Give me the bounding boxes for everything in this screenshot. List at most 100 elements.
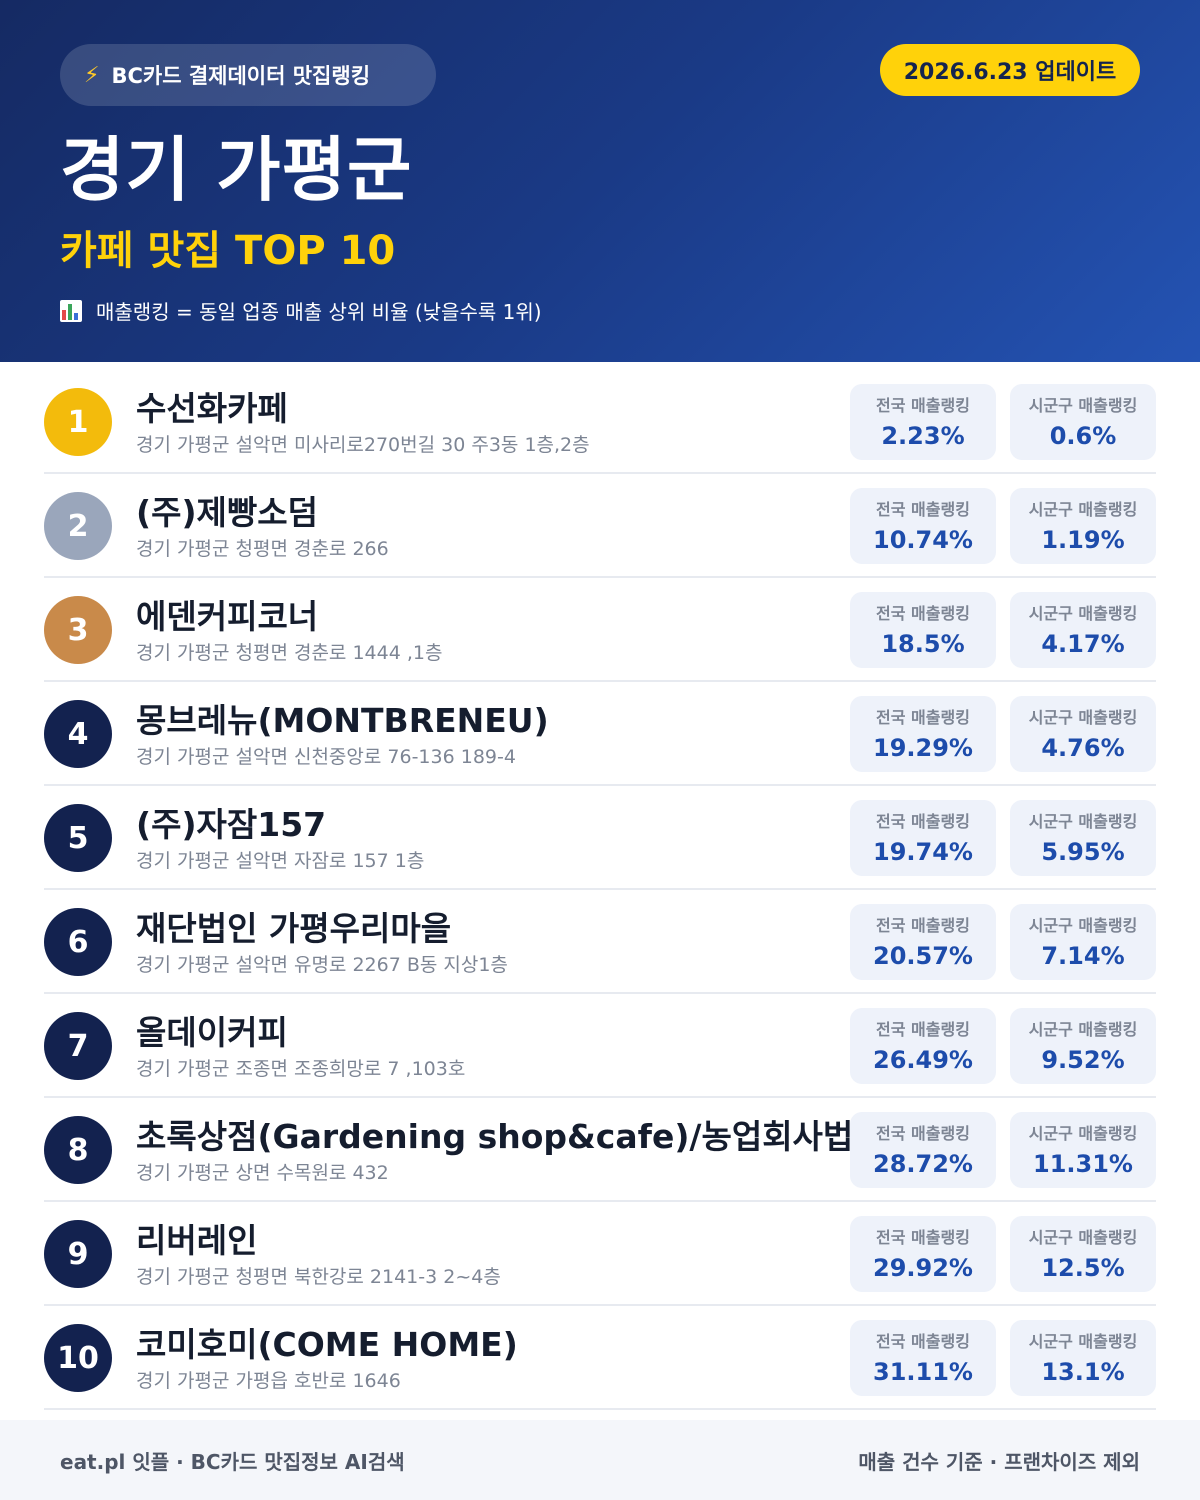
restaurant-address: 경기 가평군 조종면 조종희망로 7 ,103호 — [136, 1058, 466, 1080]
national-ranking-value: 29.92% — [873, 1254, 973, 1282]
restaurant-name: (주)제빵소덤 — [136, 493, 318, 532]
list-item[interactable]: 1 수선화카페 경기 가평군 설악면 미사리로270번길 30 주3동 1층,2층 전… — [44, 370, 1156, 474]
rank-badge: 4 — [44, 700, 112, 768]
national-ranking-card: 전국 매출랭킹 19.74% — [850, 800, 996, 876]
restaurant-name: 올데이커피 — [136, 1013, 288, 1052]
national-ranking-card: 전국 매출랭킹 20.57% — [850, 904, 996, 980]
legend-text: 매출랭킹 = 동일 업종 매출 상위 비율 (낮을수록 1위) — [96, 300, 542, 324]
footer-source: eat.pl 잇플 · BC카드 맛집정보 AI검색 — [60, 1449, 405, 1474]
source-label: BC카드 결제데이터 맛집랭킹 — [111, 64, 371, 88]
local-ranking-label: 시군구 매출랭킹 — [1028, 604, 1138, 623]
restaurant-address: 경기 가평군 청평면 북한강로 2141-3 2~4층 — [136, 1266, 501, 1288]
region-title: 경기 가평군 — [60, 129, 413, 211]
category-title: 카페 맛집 TOP 10 — [60, 228, 396, 274]
source-badge: ⚡ BC카드 결제데이터 맛집랭킹 — [60, 44, 436, 106]
local-ranking-card: 시군구 매출랭킹 7.14% — [1010, 904, 1156, 980]
bar-chart-icon — [60, 299, 82, 322]
national-ranking-label: 전국 매출랭킹 — [876, 500, 970, 519]
local-ranking-card: 시군구 매출랭킹 0.6% — [1010, 384, 1156, 460]
local-ranking-card: 시군구 매출랭킹 4.17% — [1010, 592, 1156, 668]
restaurant-address: 경기 가평군 설악면 미사리로270번길 30 주3동 1층,2층 — [136, 434, 590, 456]
update-date-badge: 2026.6.23 업데이트 — [880, 44, 1140, 96]
rank-badge: 1 — [44, 388, 112, 456]
national-ranking-label: 전국 매출랭킹 — [876, 916, 970, 935]
rank-badge: 9 — [44, 1220, 112, 1288]
list-item[interactable]: 4 몽브레뉴(MONTBRENEU) 경기 가평군 설악면 신천중앙로 76-136… — [44, 682, 1156, 786]
rank-badge: 10 — [44, 1324, 112, 1392]
restaurant-address: 경기 가평군 상면 수목원로 432 — [136, 1162, 389, 1184]
restaurant-address: 경기 가평군 설악면 유명로 2267 B동 지상1층 — [136, 954, 508, 976]
local-ranking-label: 시군구 매출랭킹 — [1028, 1332, 1138, 1351]
header-banner: ⚡ BC카드 결제데이터 맛집랭킹 2026.6.23 업데이트 경기 가평군 … — [0, 0, 1200, 362]
rank-badge: 5 — [44, 804, 112, 872]
national-ranking-label: 전국 매출랭킹 — [876, 1332, 970, 1351]
local-ranking-value: 9.52% — [1041, 1046, 1125, 1074]
restaurant-address: 경기 가평군 청평면 경춘로 1444 ,1층 — [136, 642, 443, 664]
national-ranking-value: 2.23% — [881, 422, 965, 450]
restaurant-name: 초록상점(Gardening shop&cafe)/농업회사법 — [136, 1117, 854, 1156]
local-ranking-card: 시군구 매출랭킹 1.19% — [1010, 488, 1156, 564]
restaurant-name: 리버레인 — [136, 1221, 258, 1260]
local-ranking-card: 시군구 매출랭킹 13.1% — [1010, 1320, 1156, 1396]
national-ranking-value: 31.11% — [873, 1358, 973, 1386]
national-ranking-label: 전국 매출랭킹 — [876, 1228, 970, 1247]
list-item[interactable]: 10 코미호미(COME HOME) 경기 가평군 가평읍 호반로 1646 전국 매… — [44, 1306, 1156, 1410]
national-ranking-value: 26.49% — [873, 1046, 973, 1074]
local-ranking-label: 시군구 매출랭킹 — [1028, 812, 1138, 831]
lightning-bolt-icon: ⚡ — [84, 62, 100, 88]
restaurant-name: 몽브레뉴(MONTBRENEU) — [136, 701, 549, 740]
rank-badge: 7 — [44, 1012, 112, 1080]
local-ranking-label: 시군구 매출랭킹 — [1028, 708, 1138, 727]
local-ranking-card: 시군구 매출랭킹 12.5% — [1010, 1216, 1156, 1292]
national-ranking-card: 전국 매출랭킹 28.72% — [850, 1112, 996, 1188]
national-ranking-value: 20.57% — [873, 942, 973, 970]
national-ranking-card: 전국 매출랭킹 19.29% — [850, 696, 996, 772]
local-ranking-card: 시군구 매출랭킹 4.76% — [1010, 696, 1156, 772]
national-ranking-value: 19.74% — [873, 838, 973, 866]
list-item[interactable]: 6 재단법인 가평우리마을 경기 가평군 설악면 유명로 2267 B동 지상1층 전… — [44, 890, 1156, 994]
national-ranking-label: 전국 매출랭킹 — [876, 708, 970, 727]
restaurant-name: 에덴커피코너 — [136, 597, 319, 636]
local-ranking-label: 시군구 매출랭킹 — [1028, 916, 1138, 935]
restaurant-name: 코미호미(COME HOME) — [136, 1325, 518, 1364]
footer-note: 매출 건수 기준 · 프랜차이즈 제외 — [858, 1449, 1140, 1474]
restaurant-address: 경기 가평군 청평면 경춘로 266 — [136, 538, 389, 560]
national-ranking-card: 전국 매출랭킹 10.74% — [850, 488, 996, 564]
ranking-legend: 매출랭킹 = 동일 업종 매출 상위 비율 (낮을수록 1위) — [60, 296, 542, 325]
national-ranking-label: 전국 매출랭킹 — [876, 1020, 970, 1039]
restaurant-name: 수선화카페 — [136, 389, 288, 428]
rank-badge: 8 — [44, 1116, 112, 1184]
local-ranking-label: 시군구 매출랭킹 — [1028, 500, 1138, 519]
rank-badge: 3 — [44, 596, 112, 664]
national-ranking-card: 전국 매출랭킹 29.92% — [850, 1216, 996, 1292]
rank-badge: 2 — [44, 492, 112, 560]
rank-badge: 6 — [44, 908, 112, 976]
national-ranking-label: 전국 매출랭킹 — [876, 812, 970, 831]
national-ranking-card: 전국 매출랭킹 18.5% — [850, 592, 996, 668]
local-ranking-label: 시군구 매출랭킹 — [1028, 1020, 1138, 1039]
national-ranking-value: 10.74% — [873, 526, 973, 554]
restaurant-address: 경기 가평군 설악면 신천중앙로 76-136 189-4 — [136, 746, 516, 768]
national-ranking-card: 전국 매출랭킹 31.11% — [850, 1320, 996, 1396]
national-ranking-value: 18.5% — [881, 630, 965, 658]
local-ranking-card: 시군구 매출랭킹 5.95% — [1010, 800, 1156, 876]
national-ranking-card: 전국 매출랭킹 26.49% — [850, 1008, 996, 1084]
local-ranking-value: 4.76% — [1041, 734, 1125, 762]
local-ranking-value: 1.19% — [1041, 526, 1125, 554]
local-ranking-label: 시군구 매출랭킹 — [1028, 396, 1138, 415]
local-ranking-value: 4.17% — [1041, 630, 1125, 658]
restaurant-address: 경기 가평군 설악면 자잠로 157 1층 — [136, 850, 425, 872]
local-ranking-label: 시군구 매출랭킹 — [1028, 1124, 1138, 1143]
footer: eat.pl 잇플 · BC카드 맛집정보 AI검색 매출 건수 기준 · 프랜… — [0, 1420, 1200, 1500]
local-ranking-value: 5.95% — [1041, 838, 1125, 866]
local-ranking-value: 7.14% — [1041, 942, 1125, 970]
local-ranking-card: 시군구 매출랭킹 9.52% — [1010, 1008, 1156, 1084]
local-ranking-value: 13.1% — [1041, 1358, 1125, 1386]
list-item[interactable]: 5 (주)자잠157 경기 가평군 설악면 자잠로 157 1층 전국 매출랭킹 19.… — [44, 786, 1156, 890]
